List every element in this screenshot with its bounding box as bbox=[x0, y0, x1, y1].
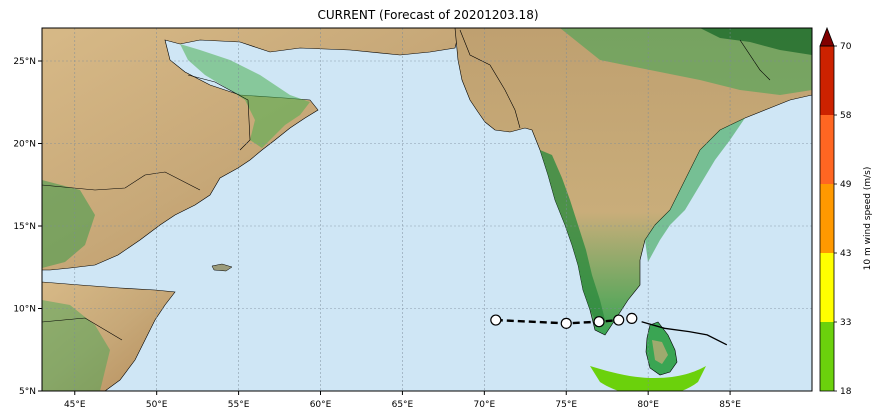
forecast-point bbox=[613, 314, 625, 326]
colorbar-tick-label: 49 bbox=[840, 180, 852, 190]
colorbar-label: 10 m wind speed (m/s) bbox=[863, 167, 873, 271]
lon-tick-label: 85°E bbox=[719, 400, 741, 410]
longitude-ticks: 45°E 50°E 55°E 60°E 65°E 70°E 75°E 80°E 85°E bbox=[64, 391, 741, 410]
past-track-line bbox=[641, 321, 728, 346]
lon-tick-label: 50°E bbox=[146, 400, 168, 410]
oman-coast-vegetation bbox=[180, 44, 310, 148]
colorbar-segment bbox=[820, 46, 834, 115]
country-borders bbox=[42, 29, 771, 341]
colorbar-tick-label: 70 bbox=[840, 42, 852, 52]
forecast-point bbox=[560, 317, 572, 329]
forecast-point bbox=[626, 312, 638, 324]
socotra-island bbox=[211, 263, 233, 272]
map-frame bbox=[41, 27, 813, 392]
colorbar-tick-label: 43 bbox=[840, 249, 851, 259]
forecast-point bbox=[490, 314, 502, 326]
lat-tick-label: 10°N bbox=[13, 305, 36, 315]
wind-swath bbox=[590, 366, 706, 391]
colorbar-frame bbox=[819, 45, 835, 392]
lon-tick-label: 80°E bbox=[637, 400, 659, 410]
lat-tick-label: 5°N bbox=[19, 387, 36, 397]
lon-tick-label: 75°E bbox=[555, 400, 577, 410]
colorbar-tick-label: 33 bbox=[840, 318, 851, 328]
colorbar-segment bbox=[820, 322, 834, 391]
arabian-peninsula-land bbox=[42, 28, 461, 271]
storm-track bbox=[490, 312, 728, 346]
lat-tick-label: 25°N bbox=[13, 57, 36, 67]
colorbar: 18 33 43 49 58 70 10 m wind speed (m/s) bbox=[819, 26, 873, 397]
gangetic-plain bbox=[560, 28, 812, 95]
ethiopia-highlands bbox=[42, 300, 110, 391]
somalia-land bbox=[42, 281, 176, 391]
colorbar-segment bbox=[820, 115, 834, 184]
himalaya-foothills bbox=[700, 28, 812, 55]
latitude-ticks: 25°N 20°N 15°N 10°N 5°N bbox=[13, 57, 42, 397]
map-title: CURRENT (Forecast of 20201203.18) bbox=[317, 8, 539, 22]
lat-tick-label: 20°N bbox=[13, 140, 36, 150]
yemen-highlands bbox=[42, 180, 95, 268]
lon-tick-label: 65°E bbox=[392, 400, 414, 410]
forecast-point bbox=[593, 316, 605, 328]
lon-tick-label: 55°E bbox=[228, 400, 250, 410]
lon-tick-label: 70°E bbox=[474, 400, 496, 410]
lat-tick-label: 15°N bbox=[13, 222, 36, 232]
eastern-ghats bbox=[645, 118, 745, 262]
colorbar-extend-arrow bbox=[819, 26, 835, 47]
colorbar-tick-label: 18 bbox=[840, 387, 852, 397]
lon-tick-label: 45°E bbox=[64, 400, 86, 410]
sri-lanka-highlands bbox=[652, 340, 668, 364]
western-ghats bbox=[540, 150, 605, 325]
colorbar-segment bbox=[820, 253, 834, 322]
colorbar-tick-label: 58 bbox=[840, 111, 852, 121]
colorbar-segment bbox=[820, 184, 834, 253]
lon-tick-label: 60°E bbox=[310, 400, 332, 410]
